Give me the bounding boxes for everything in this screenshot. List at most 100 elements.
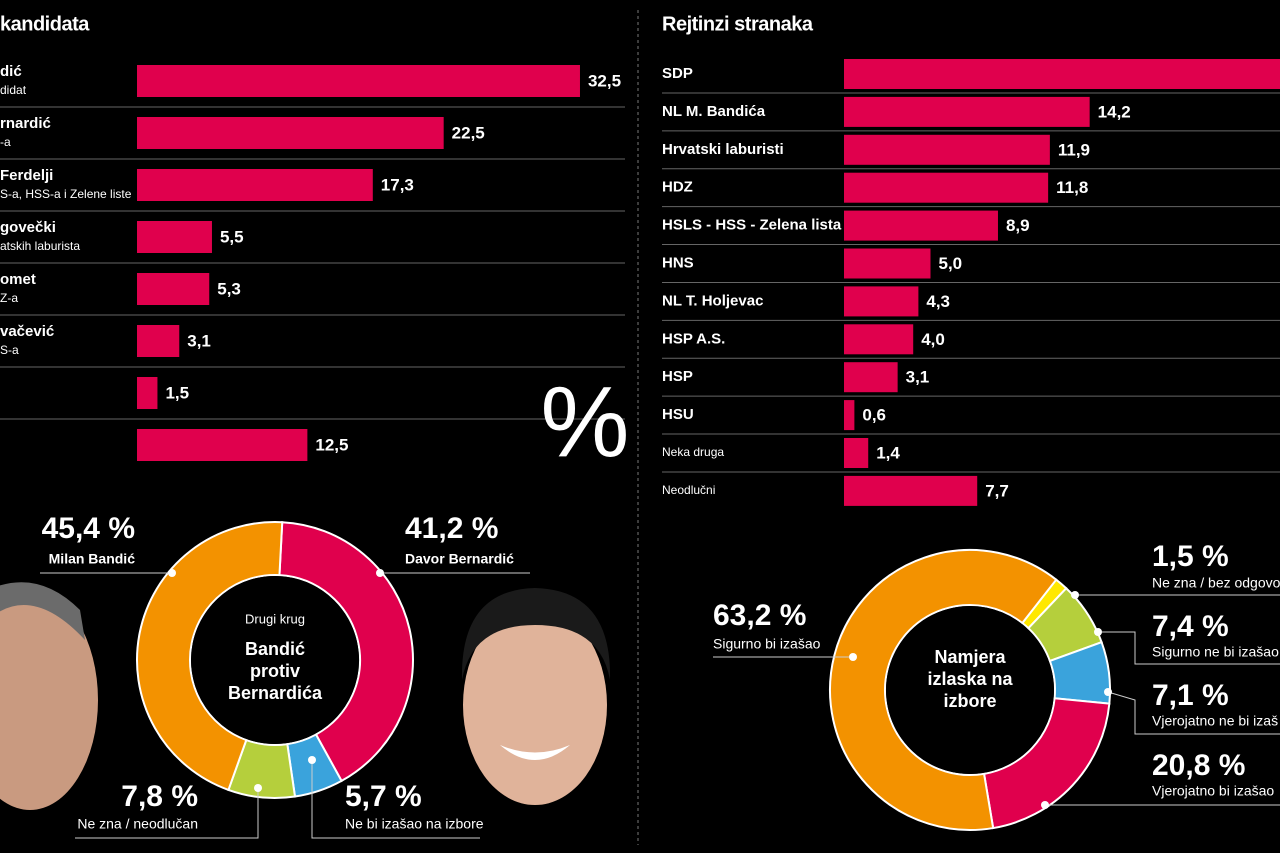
bar bbox=[844, 248, 931, 279]
slice-value-label: 7,4 % bbox=[1152, 610, 1229, 643]
donut-center-text: izlaska na bbox=[927, 669, 1013, 689]
category-sublabel: -a bbox=[0, 135, 11, 149]
category-sublabel: Z-a bbox=[0, 291, 18, 305]
donut-center-text: protiv bbox=[250, 661, 300, 681]
donut-center-title: Drugi krug bbox=[245, 611, 305, 626]
donut-center-text: Namjera bbox=[934, 647, 1006, 667]
slice-value-label: 5,7 % bbox=[345, 780, 422, 813]
leader-dot bbox=[1071, 591, 1079, 599]
value-label: 3,1 bbox=[187, 331, 211, 350]
category-label: HSP bbox=[662, 368, 693, 385]
category-label: rnardić bbox=[0, 115, 51, 132]
bar bbox=[844, 438, 869, 468]
value-label: 4,0 bbox=[921, 330, 945, 349]
value-label: 8,9 bbox=[1006, 216, 1030, 235]
donut-center-text: Bandić bbox=[245, 639, 305, 659]
bar bbox=[137, 65, 580, 97]
value-label: 3,1 bbox=[906, 368, 930, 387]
bar bbox=[137, 377, 158, 409]
slice-value-label: 7,8 % bbox=[121, 780, 198, 813]
value-label: 14,2 bbox=[1098, 102, 1131, 121]
bar bbox=[137, 117, 444, 149]
chart-title: kandidata bbox=[0, 13, 90, 35]
slice-category-label: Ne zna / bez odgovo bbox=[1152, 575, 1280, 591]
value-label: 17,3 bbox=[381, 175, 414, 194]
leader-dot bbox=[1041, 801, 1049, 809]
slice-value-label: 1,5 % bbox=[1152, 540, 1229, 573]
value-label: 11,9 bbox=[1058, 140, 1090, 159]
category-label: govečki bbox=[0, 219, 56, 236]
bar bbox=[844, 210, 998, 241]
leader-line bbox=[311, 760, 480, 839]
category-label: HNS bbox=[662, 254, 694, 271]
donut-slice bbox=[136, 521, 284, 792]
value-label: 5,0 bbox=[939, 254, 963, 273]
bar bbox=[844, 286, 919, 317]
value-label: 12,5 bbox=[315, 435, 348, 454]
category-label: Neka druga bbox=[662, 445, 724, 459]
donut-center-text: izbore bbox=[943, 691, 996, 711]
value-label: 0,6 bbox=[862, 406, 886, 425]
category-sublabel: S-a bbox=[0, 343, 19, 357]
value-label: 11,8 bbox=[1056, 178, 1088, 197]
value-label: 4,3 bbox=[926, 292, 950, 311]
category-label: SDP bbox=[662, 65, 693, 82]
category-label: NL T. Holjevac bbox=[662, 292, 763, 309]
slice-category-label: Sigurno ne bi izašao bbox=[1152, 644, 1279, 660]
bar bbox=[844, 172, 1049, 203]
category-label: HDZ bbox=[662, 179, 693, 196]
category-label: Neodlučni bbox=[662, 483, 715, 497]
bar bbox=[844, 134, 1050, 165]
category-label: HSLS - HSS - Zelena lista bbox=[662, 217, 842, 234]
photo-right bbox=[461, 588, 611, 805]
donut-slice bbox=[278, 521, 414, 783]
bar bbox=[137, 325, 180, 357]
category-sublabel: didat bbox=[0, 83, 27, 97]
leader-dot bbox=[849, 653, 857, 661]
value-label: 1,5 bbox=[165, 383, 189, 402]
category-sublabel: atskih laburista bbox=[0, 239, 80, 253]
slice-category-label: Davor Bernardić bbox=[405, 551, 514, 567]
value-label: 5,3 bbox=[217, 279, 241, 298]
slice-category-label: Sigurno bi izašao bbox=[713, 636, 821, 652]
category-label: HSU bbox=[662, 406, 694, 423]
bar bbox=[844, 475, 978, 506]
category-sublabel: S-a, HSS-a i Zelene liste bbox=[0, 187, 132, 201]
bar bbox=[844, 400, 855, 431]
slice-value-label: 20,8 % bbox=[1152, 749, 1245, 782]
leader-dot bbox=[168, 569, 176, 577]
value-label: 7,7 bbox=[985, 481, 1009, 500]
bar bbox=[137, 169, 373, 201]
slice-category-label: Vjerojatno bi izašao bbox=[1152, 783, 1274, 799]
value-label: 1,4 bbox=[876, 443, 900, 462]
slice-value-label: 7,1 % bbox=[1152, 679, 1229, 712]
leader-line bbox=[1098, 631, 1280, 665]
donut-hole bbox=[191, 576, 359, 744]
bar bbox=[844, 59, 1280, 89]
bar bbox=[137, 273, 210, 305]
leader-dot bbox=[376, 569, 384, 577]
category-label: Ferdelji bbox=[0, 167, 53, 184]
category-label: HSP A.S. bbox=[662, 330, 725, 347]
bar bbox=[844, 362, 898, 393]
category-label: NL M. Bandića bbox=[662, 103, 766, 120]
leader-dot bbox=[308, 756, 316, 764]
slice-category-label: Ne bi izašao na izbore bbox=[345, 816, 484, 832]
category-label: omet bbox=[0, 271, 36, 288]
category-label: vačević bbox=[0, 323, 54, 340]
leader-dot bbox=[254, 784, 262, 792]
value-label: 32,5 bbox=[588, 71, 621, 90]
leader-dot bbox=[1104, 688, 1112, 696]
slice-value-label: 45,4 % bbox=[42, 512, 135, 545]
leader-dot bbox=[1094, 628, 1102, 636]
leader-line bbox=[75, 788, 259, 839]
value-label: 22,5 bbox=[452, 123, 485, 142]
value-label: 5,5 bbox=[220, 227, 244, 246]
slice-category-label: Vjerojatno ne bi izaš bbox=[1152, 713, 1278, 729]
photo-left bbox=[0, 582, 98, 810]
slice-value-label: 41,2 % bbox=[405, 512, 498, 545]
bar bbox=[844, 324, 914, 355]
donut-hole bbox=[886, 606, 1054, 774]
